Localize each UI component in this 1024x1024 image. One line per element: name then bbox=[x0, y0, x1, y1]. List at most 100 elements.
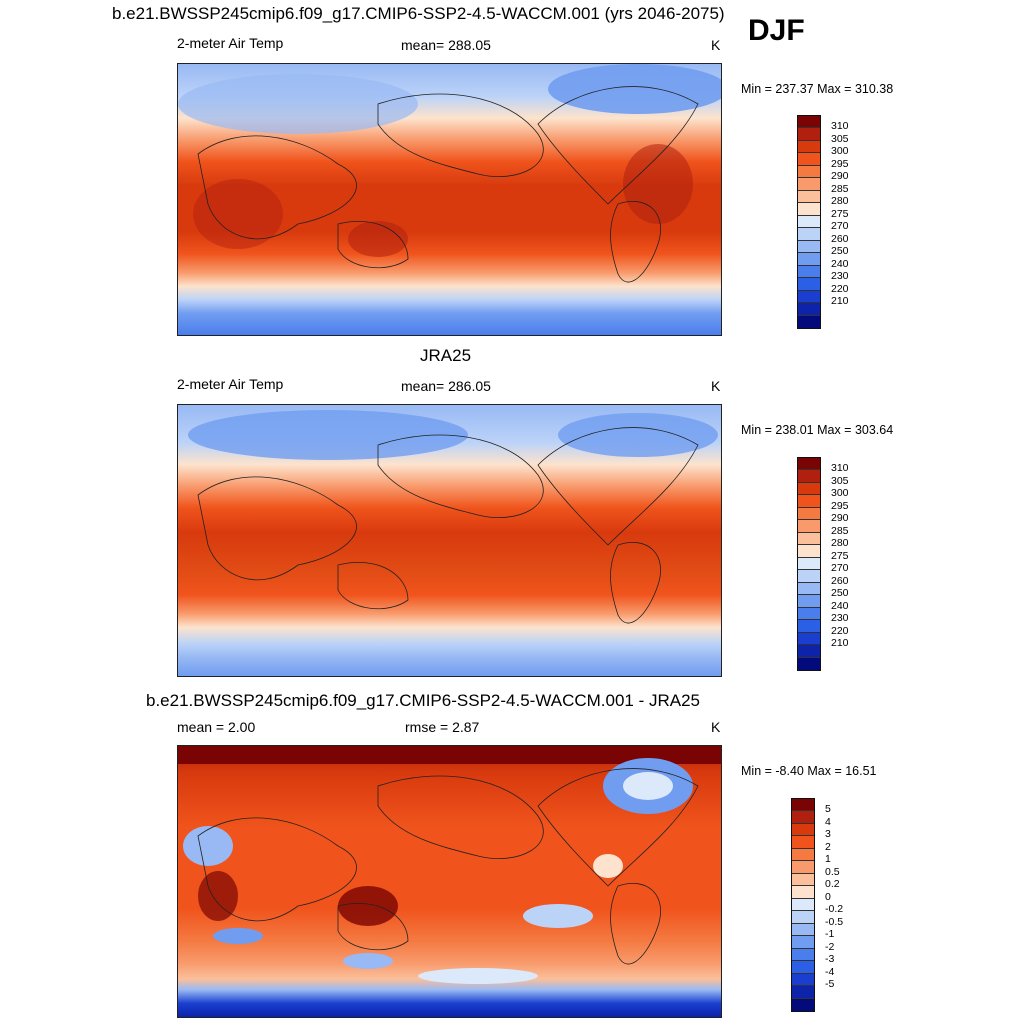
colorbar-swatch bbox=[792, 961, 814, 974]
colorbar-swatch bbox=[798, 557, 820, 571]
panel2-unit-label: K bbox=[711, 378, 721, 394]
colorbar-tick-label: -2 bbox=[825, 940, 835, 953]
colorbar-swatch bbox=[798, 470, 820, 483]
colorbar-tick-label: 310 bbox=[831, 462, 849, 475]
colorbar-tick-label: 210 bbox=[831, 295, 849, 308]
panel1-minmax-label: Min = 237.37 Max = 310.38 bbox=[741, 82, 894, 96]
colorbar-swatch bbox=[798, 520, 820, 533]
colorbar-swatch bbox=[792, 861, 814, 874]
colorbar-tick-label: 300 bbox=[831, 487, 849, 500]
panel1-variable-label: 2-meter Air Temp bbox=[177, 35, 284, 51]
panel1-unit-label: K bbox=[711, 37, 721, 53]
colorbar-swatch bbox=[798, 165, 820, 179]
panel2-mean-label: mean= 286.05 bbox=[401, 378, 491, 394]
panel3-unit-label: K bbox=[711, 719, 721, 735]
colorbar-swatch bbox=[798, 203, 820, 216]
colorbar-tick-label: 2 bbox=[825, 840, 831, 853]
panel3-title: b.e21.BWSSP245cmip6.f09_g17.CMIP6-SSP2-4… bbox=[146, 691, 701, 710]
colorbar-swatch bbox=[798, 545, 820, 558]
colorbar-swatch bbox=[798, 495, 820, 508]
panel1-colorbar bbox=[797, 115, 821, 329]
colorbar-swatch bbox=[798, 128, 820, 141]
colorbar-swatch bbox=[798, 240, 820, 254]
colorbar-swatch bbox=[792, 936, 814, 949]
colorbar-tick-label: 250 bbox=[831, 587, 849, 600]
colorbar-tick-label: 1 bbox=[825, 853, 831, 866]
colorbar-tick-label: 5 bbox=[825, 803, 831, 816]
colorbar-tick-label: -3 bbox=[825, 953, 835, 966]
colorbar-swatch bbox=[792, 811, 814, 824]
colorbar-tick-label: 310 bbox=[831, 120, 849, 133]
colorbar-swatch bbox=[798, 657, 820, 670]
colorbar-tick-label: 220 bbox=[831, 624, 849, 637]
panel3-mean-label: mean = 2.00 bbox=[177, 719, 256, 735]
colorbar-tick-label: 0.2 bbox=[825, 878, 840, 891]
colorbar-tick-label: 0.5 bbox=[825, 865, 840, 878]
colorbar-swatch bbox=[792, 923, 814, 937]
colorbar-swatch bbox=[798, 620, 820, 633]
colorbar-tick-label: 250 bbox=[831, 245, 849, 258]
colorbar-swatch bbox=[798, 645, 820, 658]
colorbar-swatch bbox=[792, 948, 814, 962]
colorbar-tick-label: 295 bbox=[831, 499, 849, 512]
panel2-variable-label: 2-meter Air Temp bbox=[177, 376, 284, 392]
panel2-minmax-label: Min = 238.01 Max = 303.64 bbox=[741, 423, 894, 437]
colorbar-tick-label: -0.2 bbox=[825, 903, 844, 916]
colorbar-swatch bbox=[792, 848, 814, 862]
colorbar-tick-label: 260 bbox=[831, 232, 849, 245]
colorbar-swatch bbox=[798, 228, 820, 241]
panel1-map bbox=[177, 63, 722, 336]
colorbar-swatch bbox=[798, 290, 820, 304]
colorbar-swatch bbox=[798, 507, 820, 521]
colorbar-swatch bbox=[792, 973, 814, 987]
colorbar-swatch bbox=[798, 265, 820, 279]
colorbar-swatch bbox=[798, 632, 820, 646]
colorbar-tick-label: 210 bbox=[831, 637, 849, 650]
colorbar-tick-label: 295 bbox=[831, 157, 849, 170]
colorbar-tick-label: 290 bbox=[831, 512, 849, 525]
colorbar-tick-label: 305 bbox=[831, 474, 849, 487]
season-label: DJF bbox=[748, 14, 805, 47]
colorbar-tick-label: 3 bbox=[825, 828, 831, 841]
colorbar-tick-label: 275 bbox=[831, 207, 849, 220]
colorbar-tick-label: 280 bbox=[831, 537, 849, 550]
colorbar-tick-label: 285 bbox=[831, 182, 849, 195]
colorbar-swatch bbox=[798, 278, 820, 291]
colorbar-tick-label: 4 bbox=[825, 815, 831, 828]
colorbar-tick-label: 260 bbox=[831, 574, 849, 587]
panel1-mean-label: mean= 288.05 bbox=[401, 37, 491, 53]
colorbar-tick-label: 270 bbox=[831, 562, 849, 575]
colorbar-tick-label: -4 bbox=[825, 965, 835, 978]
colorbar-swatch bbox=[792, 998, 814, 1011]
colorbar-tick-label: 280 bbox=[831, 195, 849, 208]
colorbar-swatch bbox=[792, 823, 814, 837]
colorbar-tick-label: 230 bbox=[831, 612, 849, 625]
panel2-title: JRA25 bbox=[420, 346, 472, 365]
colorbar-swatch bbox=[798, 582, 820, 596]
colorbar-swatch bbox=[798, 303, 820, 316]
colorbar-swatch bbox=[798, 215, 820, 229]
colorbar-swatch bbox=[792, 873, 814, 887]
colorbar-tick-label: 270 bbox=[831, 220, 849, 233]
colorbar-tick-label: -5 bbox=[825, 978, 835, 991]
panel1-title: b.e21.BWSSP245cmip6.f09_g17.CMIP6-SSP2-4… bbox=[112, 4, 725, 23]
colorbar-tick-label: -1 bbox=[825, 928, 835, 941]
colorbar-tick-label: 230 bbox=[831, 270, 849, 283]
colorbar-swatch bbox=[798, 153, 820, 166]
colorbar-swatch bbox=[798, 570, 820, 583]
colorbar-swatch bbox=[798, 190, 820, 204]
colorbar-swatch bbox=[798, 116, 820, 129]
colorbar-tick-label: 275 bbox=[831, 549, 849, 562]
colorbar-swatch bbox=[792, 911, 814, 924]
panel3-map bbox=[177, 745, 722, 1018]
colorbar-tick-label: -0.5 bbox=[825, 915, 844, 928]
colorbar-tick-label: 290 bbox=[831, 170, 849, 183]
colorbar-swatch bbox=[798, 607, 820, 621]
colorbar-swatch bbox=[798, 140, 820, 154]
colorbar-swatch bbox=[798, 532, 820, 546]
colorbar-swatch bbox=[792, 986, 814, 999]
colorbar-swatch bbox=[798, 482, 820, 496]
colorbar-swatch bbox=[798, 253, 820, 266]
panel2-map bbox=[177, 404, 722, 677]
colorbar-tick-label: 0 bbox=[825, 890, 831, 903]
